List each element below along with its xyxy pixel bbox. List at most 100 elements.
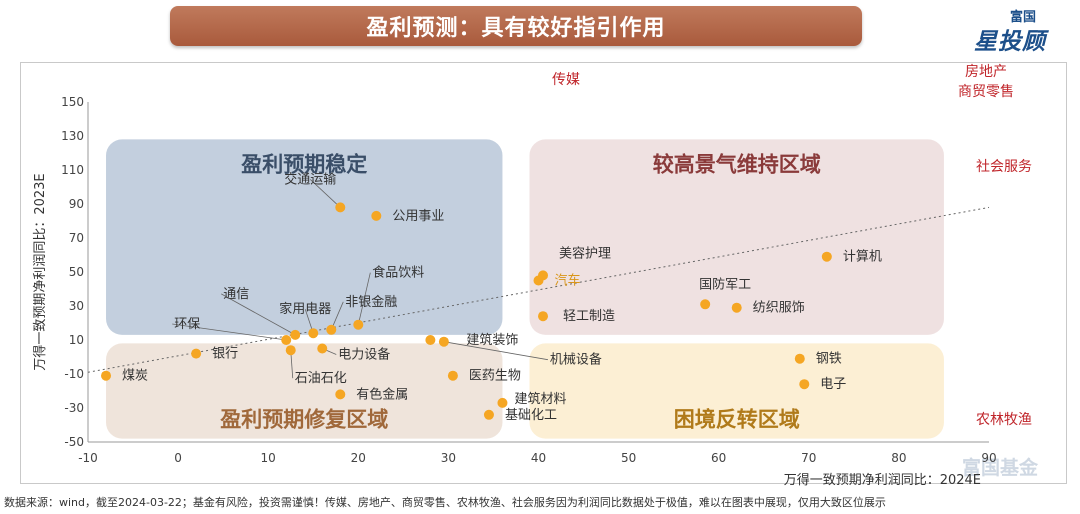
- region-label-1: 较高景气维持区域: [653, 152, 821, 176]
- region-label-0: 盈利预期稳定: [240, 152, 367, 176]
- y-axis-title: 万得一致预期净利润同比：2023E: [32, 173, 48, 370]
- x-tick-label-9: 80: [891, 451, 906, 465]
- y-tick-label-5: 50: [69, 265, 84, 279]
- point-label-24: 电子: [820, 377, 846, 392]
- point-label-20: 有色金属: [356, 386, 408, 402]
- point-label-11: 通信: [223, 287, 249, 302]
- leader-line-8: [357, 272, 371, 325]
- data-point-16: [101, 370, 112, 381]
- y-tick-label-6: 30: [69, 299, 84, 313]
- y-tick-label-2: 110: [61, 163, 84, 177]
- brand-logo: 富国 星投顾: [960, 4, 1070, 56]
- point-label-13: 电力设备: [338, 347, 390, 363]
- point-label-2: 美容护理: [559, 245, 611, 261]
- data-point-13: [317, 343, 328, 354]
- data-point-18: [438, 336, 449, 347]
- x-tick-label-0: -10: [78, 451, 98, 465]
- y-tick-label-3: 90: [69, 197, 84, 211]
- watermark-text: 富国基金: [962, 456, 1039, 479]
- point-label-7: 轻工制造: [563, 309, 615, 324]
- data-point-24: [799, 379, 810, 390]
- region-box-3: [529, 343, 944, 439]
- point-label-9: 非银金融: [345, 294, 397, 310]
- point-label-22: 基础化工: [505, 408, 557, 423]
- data-point-10: [308, 328, 319, 339]
- data-point-22: [483, 409, 494, 420]
- x-tick-label-2: 10: [261, 451, 276, 465]
- chart-panel: [20, 62, 1067, 484]
- point-label-12: 环保: [174, 317, 200, 332]
- point-label-15: 银行: [212, 347, 238, 362]
- data-point-15: [191, 348, 202, 359]
- point-label-21: 建筑材料: [514, 391, 566, 407]
- leader-line-0: [310, 179, 341, 208]
- x-tick-label-1: 0: [174, 451, 182, 465]
- x-tick-label-10: 90: [981, 451, 996, 465]
- point-label-18: 机械设备: [550, 352, 602, 368]
- y-tick-label-7: 10: [69, 333, 84, 347]
- extreme-sector-label-3: 社会服务: [976, 159, 1032, 175]
- extreme-sector-label-4: 农林牧渔: [976, 412, 1032, 428]
- data-point-5: [700, 299, 711, 310]
- data-point-14: [285, 345, 296, 356]
- leader-line-11: [221, 293, 296, 336]
- point-label-16: 煤炭: [122, 369, 148, 384]
- point-label-17: 建筑装饰: [466, 332, 518, 348]
- y-tick-label-0: 150: [61, 95, 84, 109]
- x-tick-label-8: 70: [801, 451, 816, 465]
- source-footnote: 数据来源：wind，截至2024-03-22；基金有风险，投资需谨慎！传媒、房地…: [4, 496, 886, 509]
- region-box-0: [106, 139, 503, 335]
- y-tick-label-4: 70: [69, 231, 84, 245]
- y-tick-label-9: -30: [64, 401, 84, 415]
- extreme-sector-label-2: 商贸零售: [958, 84, 1014, 100]
- data-point-23: [794, 353, 805, 364]
- data-point-17: [425, 335, 436, 345]
- y-tick-label-10: -50: [64, 435, 84, 449]
- data-point-7: [538, 311, 549, 322]
- leader-line-12: [172, 323, 287, 341]
- y-tick-label-1: 130: [61, 129, 84, 143]
- logo-main-text: 星投顾: [974, 29, 1046, 55]
- x-axis-title: 万得一致预期净利润同比：2024E: [784, 472, 981, 488]
- x-tick-label-6: 50: [621, 451, 636, 465]
- point-label-23: 钢铁: [816, 352, 842, 367]
- point-label-10: 家用电器: [279, 301, 331, 317]
- data-point-20: [335, 389, 346, 400]
- data-point-1: [371, 210, 382, 221]
- leader-line-18: [443, 341, 548, 361]
- region-box-2: [106, 343, 503, 439]
- y-tick-label-8: -10: [64, 367, 84, 381]
- point-label-4: 计算机: [843, 250, 882, 265]
- extreme-sector-label-1: 房地产: [965, 64, 1007, 80]
- point-label-6: 纺织服饰: [753, 301, 805, 316]
- title-banner: 盈利预测：具有较好指引作用: [170, 6, 862, 46]
- region-label-3: 困境反转区域: [674, 408, 800, 432]
- extreme-sector-label-0: 传媒: [552, 72, 580, 88]
- point-label-19: 医药生物: [469, 369, 521, 384]
- data-point-6: [731, 302, 742, 313]
- data-point-8: [353, 319, 364, 330]
- region-box-1: [529, 139, 944, 335]
- point-label-3: 汽车: [555, 273, 581, 289]
- data-point-19: [447, 370, 458, 381]
- data-point-21: [497, 397, 508, 408]
- x-tick-label-7: 60: [711, 451, 726, 465]
- data-point-11: [290, 329, 301, 340]
- x-tick-label-4: 30: [441, 451, 456, 465]
- point-label-0: 交通运输: [284, 171, 336, 187]
- point-label-5: 国防军工: [699, 276, 751, 292]
- data-point-4: [821, 251, 832, 262]
- data-point-3: [533, 275, 544, 286]
- leader-line-9: [330, 301, 344, 330]
- x-tick-label-3: 20: [351, 451, 366, 465]
- point-label-1: 公用事业: [392, 209, 444, 224]
- region-label-2: 盈利预期修复区域: [219, 408, 388, 432]
- data-point-12: [281, 335, 292, 345]
- point-label-14: 石油石化: [295, 371, 347, 386]
- point-label-8: 食品饮料: [372, 265, 424, 281]
- page-title: 盈利预测：具有较好指引作用: [366, 16, 666, 41]
- data-point-0: [335, 202, 346, 213]
- data-point-9: [326, 324, 337, 335]
- logo-top-text: 富国: [1010, 10, 1037, 25]
